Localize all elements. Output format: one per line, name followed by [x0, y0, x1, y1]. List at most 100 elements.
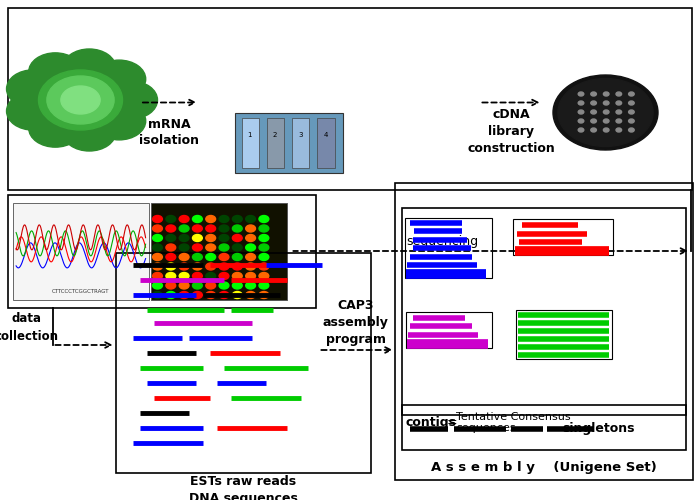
- Circle shape: [629, 101, 634, 105]
- Circle shape: [38, 70, 122, 130]
- Bar: [513, 219, 613, 255]
- Circle shape: [578, 119, 584, 123]
- Circle shape: [206, 272, 216, 280]
- Bar: [395, 182, 693, 480]
- Circle shape: [206, 263, 216, 270]
- Circle shape: [232, 244, 242, 251]
- Circle shape: [603, 110, 609, 114]
- Circle shape: [219, 234, 229, 242]
- Circle shape: [246, 216, 256, 222]
- Circle shape: [558, 78, 653, 146]
- Circle shape: [179, 244, 189, 251]
- Circle shape: [629, 119, 634, 123]
- Circle shape: [591, 119, 596, 123]
- Circle shape: [193, 234, 202, 242]
- Bar: [402, 208, 686, 415]
- Circle shape: [232, 263, 242, 270]
- Circle shape: [193, 216, 202, 222]
- Circle shape: [206, 292, 216, 298]
- Text: CTTCCCTCGGCTRAGT: CTTCCCTCGGCTRAGT: [52, 289, 110, 294]
- Circle shape: [166, 282, 176, 289]
- Circle shape: [206, 244, 216, 251]
- Circle shape: [6, 70, 60, 108]
- Circle shape: [219, 244, 229, 251]
- Circle shape: [6, 92, 60, 130]
- Circle shape: [591, 92, 596, 96]
- Circle shape: [578, 110, 584, 114]
- Circle shape: [47, 76, 114, 124]
- Circle shape: [246, 263, 256, 270]
- Circle shape: [629, 110, 634, 114]
- Circle shape: [206, 225, 216, 232]
- Circle shape: [193, 272, 202, 280]
- Circle shape: [166, 254, 176, 260]
- Circle shape: [232, 292, 242, 298]
- Text: 2: 2: [273, 132, 277, 138]
- Circle shape: [166, 234, 176, 242]
- Circle shape: [166, 216, 176, 222]
- Circle shape: [246, 234, 256, 242]
- Text: CAP3
assembly
program: CAP3 assembly program: [323, 299, 388, 346]
- Circle shape: [29, 53, 82, 91]
- Circle shape: [219, 216, 229, 222]
- Circle shape: [28, 62, 133, 138]
- Circle shape: [193, 225, 202, 232]
- Circle shape: [219, 263, 229, 270]
- Bar: [8, 195, 316, 308]
- Circle shape: [219, 225, 229, 232]
- Circle shape: [246, 244, 256, 251]
- Circle shape: [232, 254, 242, 260]
- Circle shape: [259, 272, 269, 280]
- Circle shape: [259, 234, 269, 242]
- Circle shape: [206, 234, 216, 242]
- Text: data
collection: data collection: [0, 312, 59, 342]
- Circle shape: [153, 292, 162, 298]
- Circle shape: [153, 234, 162, 242]
- Bar: [405, 218, 492, 278]
- Circle shape: [63, 113, 116, 151]
- Circle shape: [616, 128, 622, 132]
- Circle shape: [219, 292, 229, 298]
- Bar: [317, 118, 335, 168]
- Text: singletons: singletons: [562, 422, 635, 435]
- Circle shape: [179, 282, 189, 289]
- Circle shape: [629, 92, 634, 96]
- Circle shape: [166, 263, 176, 270]
- Text: =: =: [447, 416, 457, 429]
- Circle shape: [259, 225, 269, 232]
- Circle shape: [246, 292, 256, 298]
- Circle shape: [616, 92, 622, 96]
- Circle shape: [259, 254, 269, 260]
- Bar: [8, 8, 692, 190]
- Circle shape: [193, 254, 202, 260]
- Bar: [13, 202, 149, 300]
- Circle shape: [166, 292, 176, 298]
- Circle shape: [206, 216, 216, 222]
- Circle shape: [153, 244, 162, 251]
- Text: contigs: contigs: [406, 416, 457, 429]
- Circle shape: [153, 216, 162, 222]
- Circle shape: [553, 75, 658, 150]
- Circle shape: [259, 263, 269, 270]
- Circle shape: [259, 282, 269, 289]
- Text: 1: 1: [248, 132, 252, 138]
- Circle shape: [179, 254, 189, 260]
- Circle shape: [603, 92, 609, 96]
- Circle shape: [179, 225, 189, 232]
- Circle shape: [246, 254, 256, 260]
- Circle shape: [153, 225, 162, 232]
- Circle shape: [616, 119, 622, 123]
- Circle shape: [629, 128, 634, 132]
- Text: 4: 4: [323, 132, 328, 138]
- Circle shape: [193, 244, 202, 251]
- Circle shape: [179, 216, 189, 222]
- Text: sequencing: sequencing: [406, 234, 478, 248]
- Text: ESTs raw reads
DNA sequences
100 - 600 bp long: ESTs raw reads DNA sequences 100 - 600 b…: [182, 475, 304, 500]
- Circle shape: [206, 254, 216, 260]
- Circle shape: [179, 272, 189, 280]
- Circle shape: [616, 101, 622, 105]
- Circle shape: [246, 225, 256, 232]
- Circle shape: [578, 92, 584, 96]
- Circle shape: [193, 292, 202, 298]
- Text: mRNA
isolation: mRNA isolation: [139, 118, 200, 148]
